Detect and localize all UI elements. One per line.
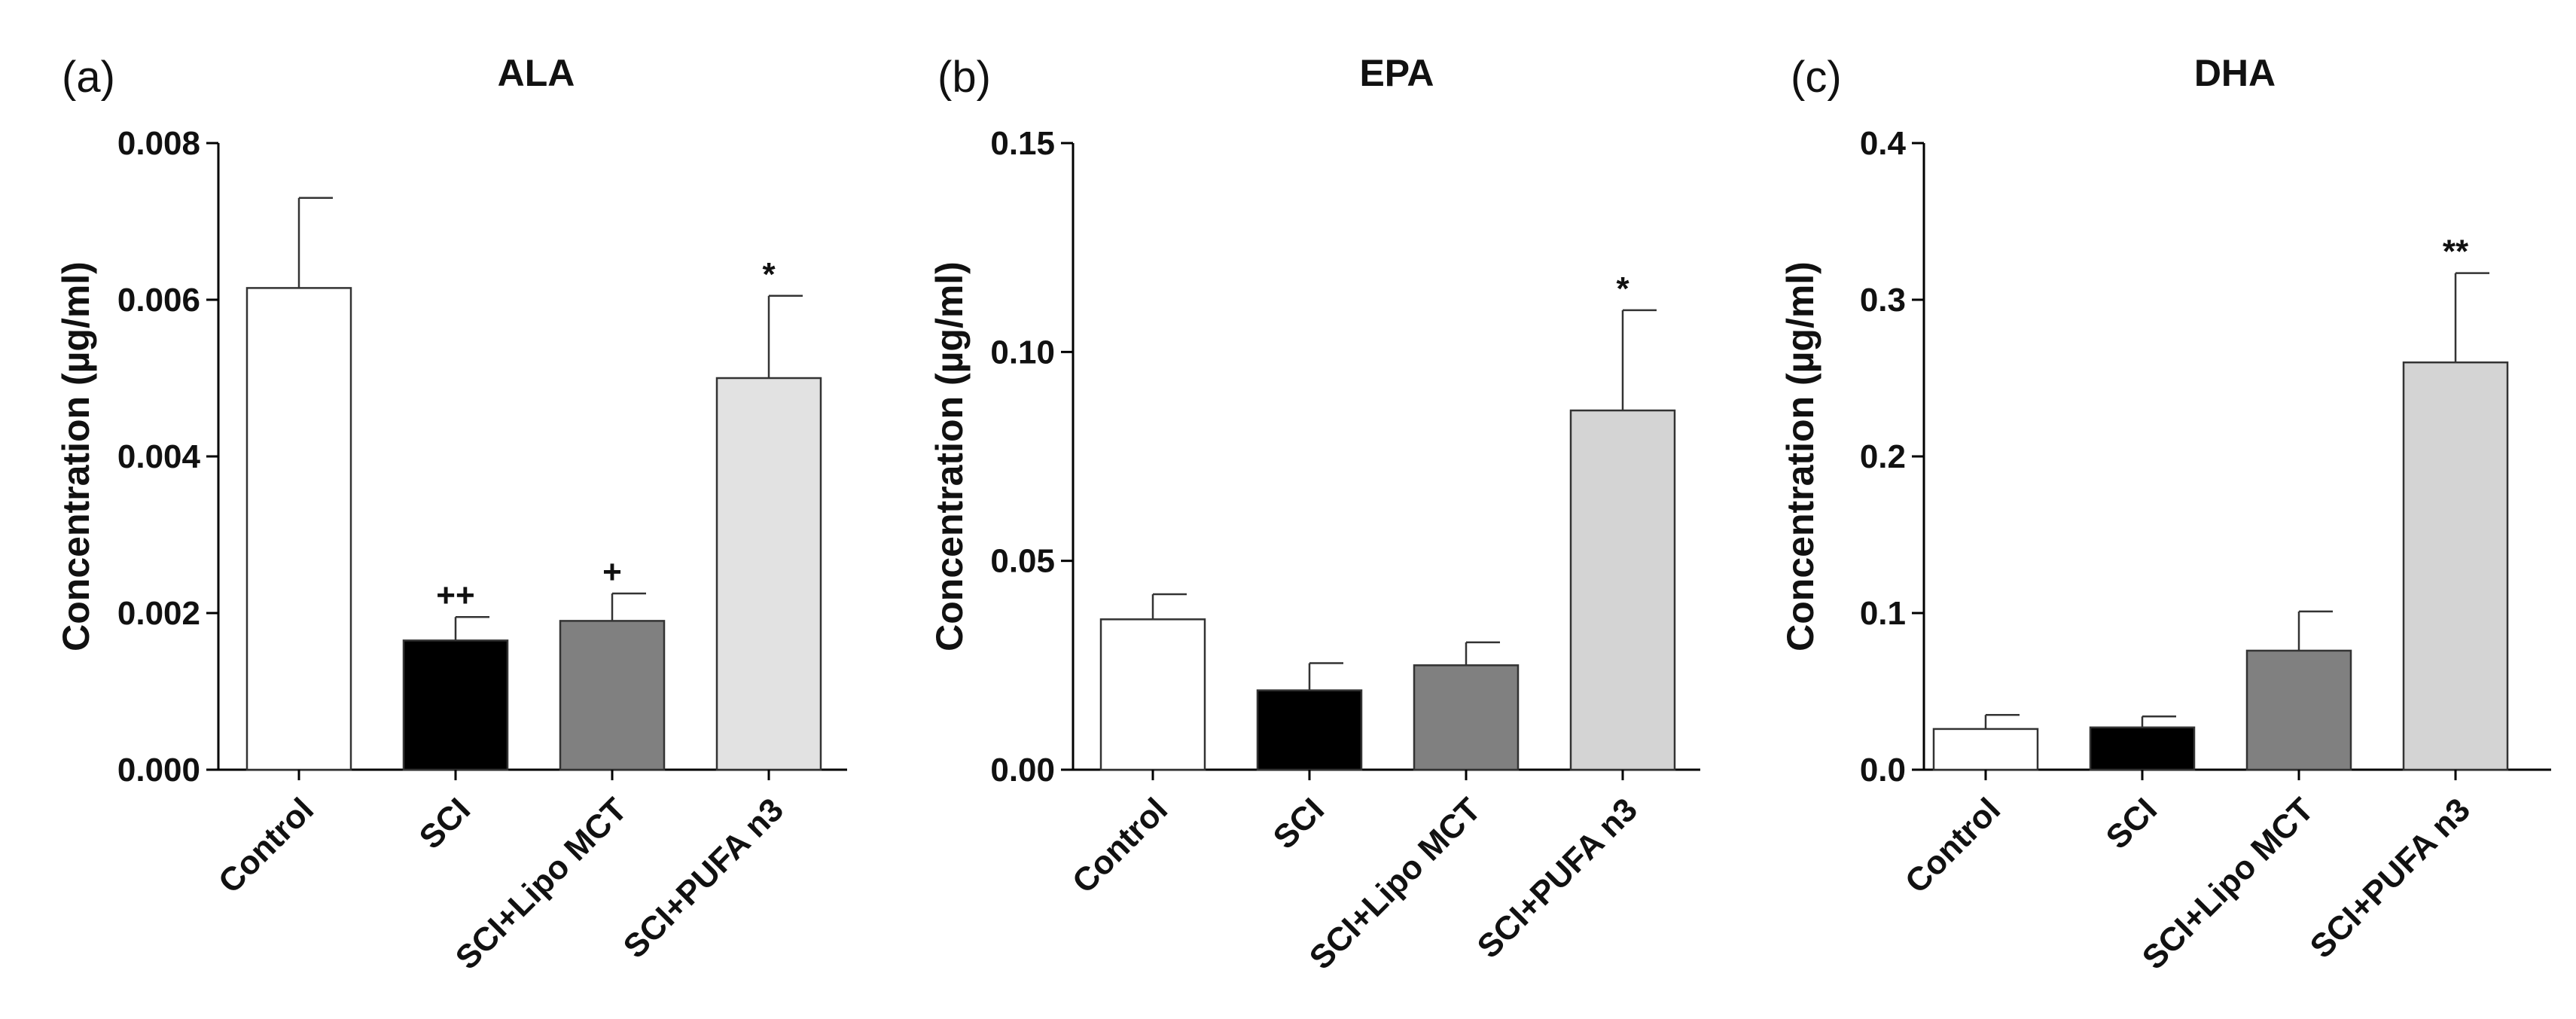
- y-tick-label: 0.004: [117, 438, 201, 475]
- y-tick-label: 0.4: [1860, 125, 1907, 162]
- y-tick-label: 0.002: [117, 595, 200, 632]
- chart-title: DHA: [2194, 52, 2276, 94]
- panel-ala: (a) ALA Concentration (µg/ml) 0.000 0.002 0.0…: [55, 52, 847, 977]
- y-tick-label: 0.006: [117, 282, 200, 319]
- y-tick-label: 0.05: [990, 543, 1055, 580]
- bar: [402, 639, 509, 771]
- bar: [1099, 618, 1206, 771]
- significance-mark: *: [762, 256, 776, 293]
- panel-label: (a): [62, 53, 115, 102]
- y-tick-label: 0.3: [1860, 282, 1906, 319]
- bar: [1413, 664, 1520, 771]
- category-label: SCI+PUFA n3: [617, 791, 791, 965]
- category-label: SCI+Lipo MCT: [449, 791, 634, 976]
- bar: [1932, 728, 2039, 771]
- category-label: SCI+PUFA n3: [1471, 791, 1645, 965]
- bar: [715, 377, 822, 771]
- category-label: SCI: [1267, 791, 1332, 856]
- bar: [2245, 649, 2352, 771]
- y-axis-label: Concentration (µg/ml): [928, 261, 971, 651]
- category-label: SCI+Lipo MCT: [2135, 791, 2321, 976]
- category-label: SCI+PUFA n3: [2303, 791, 2477, 965]
- panel-label: (c): [1791, 53, 1842, 102]
- y-tick-label: 0.2: [1860, 438, 1906, 475]
- y-tick-label: 0.000: [117, 752, 200, 789]
- panel-dha: (c) DHA Concentration (µg/ml) 0.0 0.1 0.2 0.3 0…: [1779, 52, 2551, 977]
- bar: [2402, 361, 2509, 771]
- category-label: Control: [1065, 791, 1175, 900]
- y-tick-label: 0.1: [1860, 595, 1906, 632]
- y-tick-label: 0.0: [1860, 752, 1906, 789]
- category-label: Control: [1898, 791, 2007, 900]
- chart-title: ALA: [498, 52, 575, 94]
- y-axis-label: Concentration (µg/ml): [1779, 261, 1821, 651]
- category-label: SCI: [2099, 791, 2165, 856]
- significance-mark: ++: [436, 577, 474, 614]
- bar: [1569, 409, 1676, 771]
- chart-title: EPA: [1359, 52, 1434, 94]
- significance-mark: **: [2443, 233, 2469, 270]
- panel-epa: (b) EPA Concentration (µg/ml) 0.00 0.05 0.10 0…: [928, 52, 1700, 977]
- y-axis-label: Concentration (µg/ml): [55, 261, 97, 651]
- category-label: SCI: [413, 791, 478, 856]
- significance-mark: *: [1616, 270, 1629, 307]
- y-tick-label: 0.008: [117, 125, 200, 162]
- bar: [2089, 726, 2196, 771]
- y-tick-label: 0.15: [990, 125, 1055, 162]
- y-tick-label: 0.10: [990, 334, 1055, 371]
- bar: [245, 287, 352, 771]
- bar: [559, 620, 666, 771]
- panel-label: (b): [937, 53, 991, 102]
- bar: [1256, 689, 1363, 771]
- category-label: SCI+Lipo MCT: [1303, 791, 1488, 976]
- significance-mark: +: [602, 554, 622, 590]
- category-label: Control: [212, 791, 321, 900]
- y-tick-label: 0.00: [990, 752, 1055, 789]
